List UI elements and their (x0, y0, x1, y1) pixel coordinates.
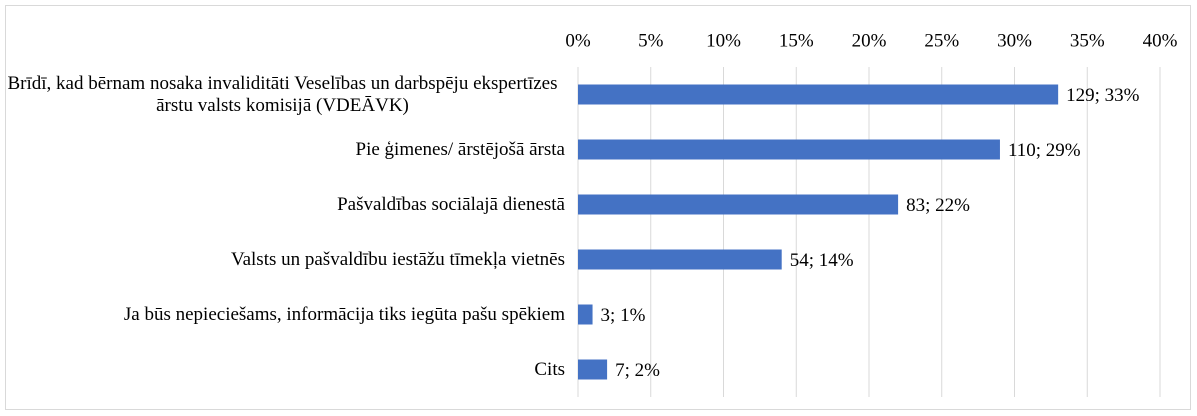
category-label: Ja būs nepieciešams, informācija tiks ie… (124, 285, 565, 345)
x-tick-label: 25% (924, 30, 959, 51)
x-tick-label: 15% (779, 30, 814, 51)
category-text: Pie ģimenes/ ārstējošā ārsta (355, 138, 565, 160)
x-tick-label: 30% (997, 30, 1032, 51)
category-label: Pie ģimenes/ ārstējošā ārsta (356, 120, 565, 180)
bar (578, 359, 608, 380)
bar (578, 84, 1059, 105)
category-text: Valsts un pašvaldību iestāžu tīmekļa vie… (230, 248, 565, 270)
bar (578, 194, 899, 215)
data-label: 83; 22% (906, 195, 970, 216)
category-text: Cits (534, 358, 565, 380)
data-label: 129; 33% (1066, 85, 1140, 106)
category-text: Brīdī, kad bērnam nosaka invaliditāti Ve… (7, 72, 558, 116)
category-label: Cits (534, 340, 565, 400)
bar (578, 249, 782, 270)
x-tick-label: 10% (706, 30, 741, 51)
x-tick-label: 40% (1143, 30, 1178, 51)
data-label: 3; 1% (601, 305, 646, 326)
x-tick-label: 20% (852, 30, 887, 51)
bar (578, 139, 1000, 160)
bar (578, 304, 593, 325)
category-text: Ja būs nepieciešams, informācija tiks ie… (123, 303, 565, 325)
x-tick-label: 35% (1070, 30, 1105, 51)
category-label: Valsts un pašvaldību iestāžu tīmekļa vie… (231, 230, 565, 290)
data-label: 110; 29% (1008, 140, 1081, 161)
category-text: Pašvaldības sociālajā dienestā (337, 193, 565, 215)
category-label: Brīdī, kad bērnam nosaka invaliditāti Ve… (0, 65, 565, 125)
x-tick-label: 5% (638, 30, 664, 51)
data-label: 54; 14% (790, 250, 854, 271)
data-label: 7; 2% (615, 360, 660, 381)
chart-border (5, 5, 1191, 410)
category-label: Pašvaldības sociālajā dienestā (337, 175, 565, 235)
x-tick-label: 0% (565, 30, 591, 51)
